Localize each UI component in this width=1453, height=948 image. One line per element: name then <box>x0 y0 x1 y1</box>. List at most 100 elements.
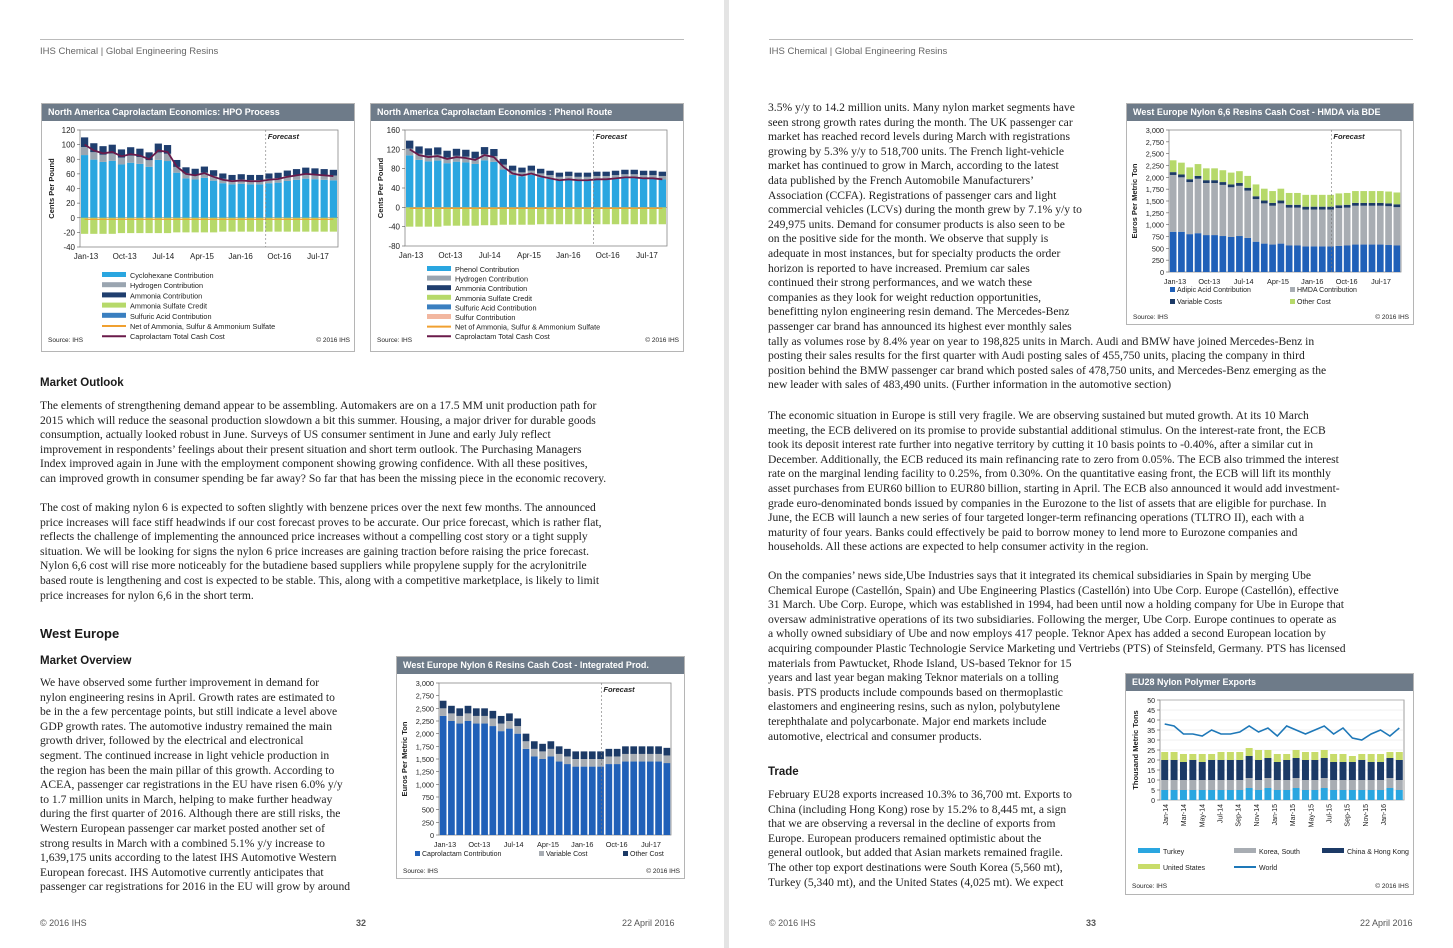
y-tick-label: 2,000 <box>416 730 434 739</box>
bar-segment <box>663 763 671 835</box>
bar-segment <box>443 150 451 158</box>
text-line: tally as volumes rose by 8.4% year on ye… <box>768 334 1315 348</box>
bar-segment <box>630 761 638 835</box>
bar-segment <box>1320 758 1328 778</box>
bar-segment <box>99 146 107 155</box>
bar-segment <box>452 161 461 208</box>
text-line: ACEA, passenger car registrations in the… <box>40 778 343 792</box>
bar-segment <box>555 172 564 177</box>
bar-segment <box>1358 780 1366 790</box>
bar-segment <box>1255 750 1263 760</box>
bar-segment <box>127 162 135 218</box>
text-line: The other top export destinations were S… <box>768 860 1063 874</box>
y-tick-label: 3,000 <box>1146 126 1164 135</box>
bar-segment <box>1245 756 1253 778</box>
bar-segment <box>546 178 554 208</box>
bar-segment <box>311 168 319 175</box>
bar-credit <box>574 207 582 225</box>
bar-segment <box>583 172 592 177</box>
bar-segment <box>1236 780 1244 790</box>
bar-segment <box>1327 209 1334 247</box>
bar-segment <box>1335 245 1343 272</box>
bar-segment <box>611 170 620 176</box>
x-tick-label: Jul-17 <box>636 251 658 260</box>
y-tick-label: 1,000 <box>1146 221 1164 230</box>
bar-segment <box>593 179 601 208</box>
legend-swatch <box>427 294 451 300</box>
bar-segment <box>1217 780 1225 790</box>
bar-segment <box>1283 780 1291 790</box>
text-line: Index improved again in June with the em… <box>40 457 588 471</box>
bar-segment <box>1236 185 1243 237</box>
bar-credit <box>639 207 648 225</box>
bar-segment <box>464 713 472 721</box>
bar-segment <box>311 179 319 218</box>
bar-segment <box>439 708 447 716</box>
bar-segment <box>228 174 236 181</box>
x-tick-label: Jul-17 <box>641 840 661 849</box>
bar-segment <box>1236 790 1244 800</box>
bar-segment <box>481 715 488 724</box>
bar-segment <box>655 761 662 835</box>
bar-segment <box>145 152 153 161</box>
bar-credit <box>127 217 135 234</box>
bar-segment <box>588 766 596 835</box>
bar-segment <box>406 155 414 208</box>
footer-page-number: 32 <box>356 918 367 928</box>
y-tick-label: 25 <box>1147 748 1155 755</box>
bar-segment <box>1211 235 1218 272</box>
bar-segment <box>1269 244 1276 272</box>
bar-segment <box>499 169 507 208</box>
chart-title: West Europe Nylon 6 Resins Cash Cost - I… <box>397 657 684 674</box>
bar-segment <box>1169 160 1177 173</box>
bar-credit <box>630 207 638 225</box>
bar-segment <box>639 170 648 176</box>
bar-segment <box>646 753 654 762</box>
bar-credit <box>256 217 264 232</box>
y-tick-label: 1,250 <box>416 768 434 777</box>
y-tick-label: 30 <box>1147 738 1155 745</box>
y-tick-label: 1,500 <box>416 755 434 764</box>
x-tick-label: Oct-13 <box>113 252 138 261</box>
forecast-label: Forecast <box>268 132 300 141</box>
bar-segment <box>1198 754 1206 762</box>
text-line: The cost of making nylon 6 is expected t… <box>40 501 596 514</box>
bar-segment <box>530 756 538 835</box>
bar-segment <box>464 705 472 714</box>
bar-segment <box>219 178 227 184</box>
bar-segment <box>605 748 613 757</box>
text-line: maturity of four years. Banks could effe… <box>768 525 1298 539</box>
footer-copyright: © 2016 IHS <box>40 918 87 928</box>
bar-segment <box>471 151 479 159</box>
bar-segment <box>639 175 648 179</box>
text-line: oversaw administrative operations of its… <box>768 612 1337 626</box>
paragraph-automotive: 3.5% y/y to 14.2 million units. Many nyl… <box>768 101 1418 393</box>
page-left: IHS Chemical | Global Engineering Resins… <box>0 0 724 948</box>
x-tick-label: Jul-14 <box>152 252 174 261</box>
bar-segment <box>1301 780 1309 790</box>
legend-swatch <box>1170 299 1175 304</box>
bar-credit <box>274 217 282 232</box>
text-line: meeting, the ECB delivered on its promis… <box>768 423 1326 437</box>
text-line: Nylon 6,6 cost will rise more noticeably… <box>40 559 587 573</box>
legend-label: Sulfuric Acid Contribution <box>130 312 212 321</box>
bar-segment <box>1377 762 1385 780</box>
text-line: on the positive side for the month. We o… <box>768 232 1049 246</box>
heading-market-outlook: Market Outlook <box>40 377 124 389</box>
x-tick-label: Apr-15 <box>517 251 542 260</box>
chart-phenol: North America Caprolactam Economics : Ph… <box>370 103 684 352</box>
x-tick-label: Jul-14 <box>479 251 501 260</box>
bar-segment <box>456 723 464 835</box>
chart-copyright: © 2016 IHS <box>316 336 350 344</box>
chart-copyright: © 2016 IHS <box>646 867 680 875</box>
bar-segment <box>1386 758 1394 778</box>
text-line: asset purchases from EUR60 billion to EU… <box>768 481 1340 495</box>
bar-segment <box>1335 208 1343 246</box>
x-tick-label: Sep-14 <box>1236 804 1243 827</box>
bar-segment <box>1376 205 1384 245</box>
x-tick-label: Jan-13 <box>1164 277 1186 286</box>
legend-label: Variable Costs <box>1177 299 1223 306</box>
bar-segment <box>547 741 555 749</box>
bar-segment <box>1169 231 1177 272</box>
y-tick-label: 500 <box>1152 244 1164 253</box>
